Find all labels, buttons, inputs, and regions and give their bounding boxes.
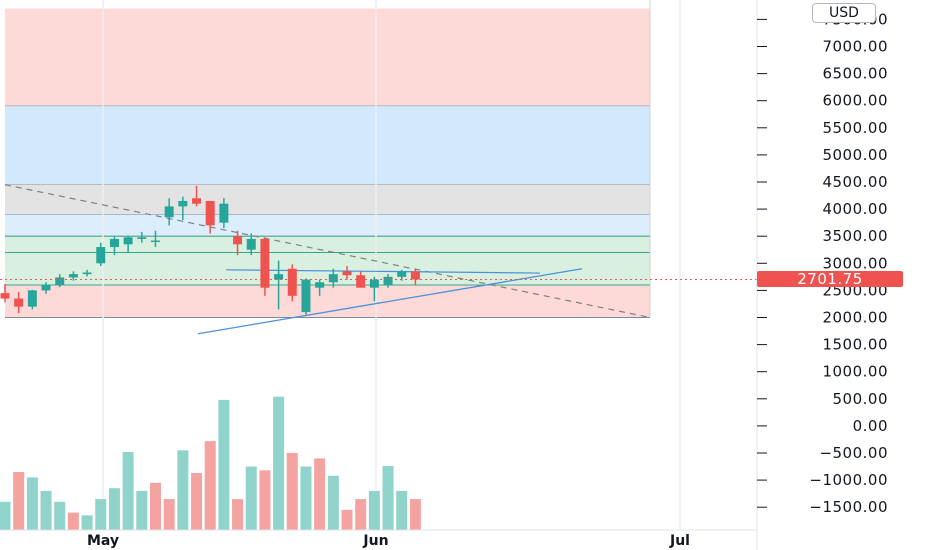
volume-bar [136, 490, 148, 530]
candle-body [55, 277, 65, 285]
volume-bar [396, 490, 408, 530]
candle-body [137, 237, 147, 239]
candle-body [68, 274, 78, 278]
volume-bar [327, 475, 339, 530]
candle-body [246, 238, 256, 250]
volume-bar [26, 477, 38, 530]
volume-bar [0, 501, 11, 530]
candle-body [356, 275, 366, 288]
candle-body [164, 206, 174, 218]
y-tick-label: 4500.00 [822, 173, 888, 191]
volume-bar [355, 499, 367, 530]
volume-bar [368, 490, 380, 530]
y-tick-label: 4000.00 [822, 200, 888, 218]
candle-body [82, 272, 92, 275]
candle-body [397, 271, 407, 277]
candle-body [41, 284, 51, 291]
time-scale[interactable]: May Jun Jul [0, 529, 757, 549]
volume-bar [409, 499, 421, 530]
fib-zones [5, 0, 651, 318]
candle-body [96, 247, 106, 264]
support-trendline [197, 268, 583, 335]
candle-body [328, 274, 338, 283]
volume-bar [149, 482, 161, 530]
zone-band [5, 214, 650, 237]
x-tick-label: May [87, 533, 119, 549]
y-tick-label: 6000.00 [822, 92, 888, 110]
candle-body [315, 282, 325, 288]
volume-bar [245, 466, 257, 530]
volume-bar [81, 515, 93, 530]
y-tick-label: 0.00 [853, 417, 888, 435]
candle-body [260, 238, 270, 288]
volume-bar [163, 499, 175, 530]
candle-body [150, 240, 160, 243]
volume-bar [54, 501, 66, 530]
x-tick-label: Jul [669, 533, 690, 549]
volume-bar [259, 470, 271, 530]
volume-bar [382, 466, 394, 530]
volume-bar [314, 458, 326, 530]
volume-bar [40, 490, 52, 530]
candlestick-series [0, 185, 420, 315]
candle-body [383, 276, 393, 285]
candle-body [123, 237, 133, 245]
volume-bar [286, 453, 298, 530]
volume-bar [273, 396, 285, 530]
y-tick-label: 1500.00 [822, 336, 888, 354]
candle-body [233, 236, 243, 245]
volume-bar [67, 512, 79, 530]
candle-body [219, 203, 229, 223]
y-tick-label: 5000.00 [822, 146, 888, 164]
volume-bar [232, 499, 244, 530]
volume-bar [95, 499, 107, 530]
volume-bar [218, 399, 230, 530]
volume-bar [341, 509, 353, 530]
volume-bar [204, 441, 216, 530]
candle-body [410, 271, 420, 280]
y-tick-label: −500.00 [819, 444, 888, 462]
candle-body [0, 293, 10, 299]
zone-band [5, 8, 650, 107]
y-tick-label: 5500.00 [822, 119, 888, 137]
y-tick-label: 6500.00 [822, 65, 888, 83]
zone-band [5, 284, 650, 318]
candle-body [27, 290, 37, 307]
candle-body [369, 279, 379, 288]
candle-body [342, 271, 352, 276]
y-tick-label: −1500.00 [809, 498, 888, 516]
y-tick-label: 500.00 [833, 390, 889, 408]
y-tick-label: 7000.00 [822, 38, 888, 56]
y-tick-label: 1000.00 [822, 363, 888, 381]
currency-label[interactable]: USD [812, 3, 876, 23]
volume-bar [13, 471, 25, 530]
volume-bar [177, 450, 189, 530]
volume-bar [300, 466, 312, 530]
y-tick-label: 3000.00 [822, 254, 888, 272]
candle-body [14, 298, 24, 307]
y-tick-label: 3500.00 [822, 227, 888, 245]
y-tick-label: −1000.00 [809, 471, 888, 489]
grid-lines [102, 0, 681, 530]
volume-bar [191, 473, 203, 530]
zone-band [5, 106, 650, 185]
candle-body [205, 200, 215, 226]
x-tick-label: Jun [362, 533, 388, 549]
y-tick-label: 2000.00 [822, 309, 888, 327]
candle-body [178, 200, 188, 207]
candle-body [287, 268, 297, 296]
volume-bar [122, 451, 134, 530]
price-scale[interactable]: 7500.007000.006500.006000.005500.005000.… [757, 10, 888, 516]
candle-body [274, 274, 284, 280]
volume-bars [0, 396, 421, 530]
candle-body [109, 238, 119, 248]
volume-bar [108, 488, 120, 530]
zone-band [5, 184, 650, 215]
candle-body [192, 198, 202, 204]
candle-body [301, 279, 311, 313]
last-price-tag: 2701.75 [757, 271, 903, 287]
